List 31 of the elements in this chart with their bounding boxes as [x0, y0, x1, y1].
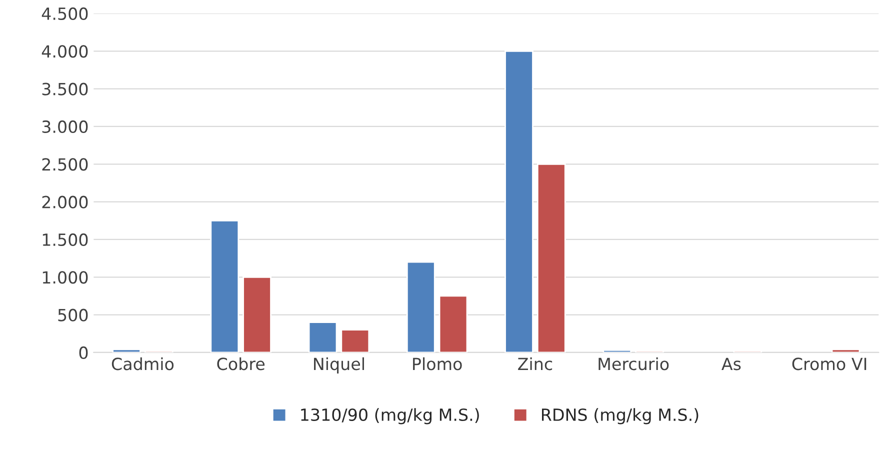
y-tick-label: 2.500	[42, 158, 88, 171]
x-tick-label: Niquel	[314, 357, 364, 374]
bar	[210, 220, 240, 352]
x-tick-label: Zinc	[518, 357, 552, 370]
bar	[438, 295, 468, 352]
y-tick-label: 3.000	[42, 120, 88, 134]
bar	[504, 50, 534, 352]
y-tick-label: 2.000	[42, 196, 88, 208]
bar	[406, 261, 436, 352]
y-tick-label: 0	[79, 346, 88, 360]
y-tick-label: 4.500	[42, 7, 88, 20]
y-tick-label: 500	[58, 308, 88, 322]
bar	[112, 348, 141, 352]
bar	[536, 163, 566, 352]
x-tick-label: Plomo	[413, 357, 462, 370]
x-tick-label: Cobre	[217, 357, 265, 370]
legend-label: 1310/90 (mg/kg M.S.)	[301, 408, 479, 424]
bar	[602, 350, 632, 352]
x-tick-label: Mercurio	[598, 357, 669, 370]
bar	[340, 329, 370, 352]
y-tick-label: 1.000	[42, 271, 88, 284]
y-tick-label: 1.500	[42, 233, 88, 246]
x-tick-label: Cromo VI	[792, 358, 866, 370]
y-tick-label: 4.000	[42, 45, 88, 58]
x-tick-label: As	[722, 358, 741, 370]
bar	[831, 348, 860, 352]
y-tick-label: 3.500	[42, 82, 88, 96]
legend-label: RDNS (mg/kg M.S.)	[542, 408, 698, 424]
x-tick-label: Cadmio	[112, 357, 174, 370]
bar	[242, 276, 272, 352]
bar	[308, 322, 338, 352]
